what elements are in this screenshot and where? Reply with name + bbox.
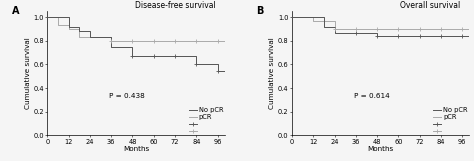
Text: B: B [256,6,264,16]
X-axis label: Months: Months [367,146,394,152]
X-axis label: Months: Months [123,146,149,152]
Y-axis label: Cumulative survival: Cumulative survival [25,37,30,109]
Y-axis label: Cumulative survival: Cumulative survival [269,37,275,109]
Text: Overall survival: Overall survival [400,1,460,10]
Text: P = 0.614: P = 0.614 [354,93,390,99]
Text: P = 0.438: P = 0.438 [109,93,145,99]
Legend: No pCR, pCR, , : No pCR, pCR, , [433,107,468,134]
Text: Disease-free survival: Disease-free survival [135,1,216,10]
Legend: No pCR, pCR, , : No pCR, pCR, , [189,107,223,134]
Text: A: A [12,6,19,16]
